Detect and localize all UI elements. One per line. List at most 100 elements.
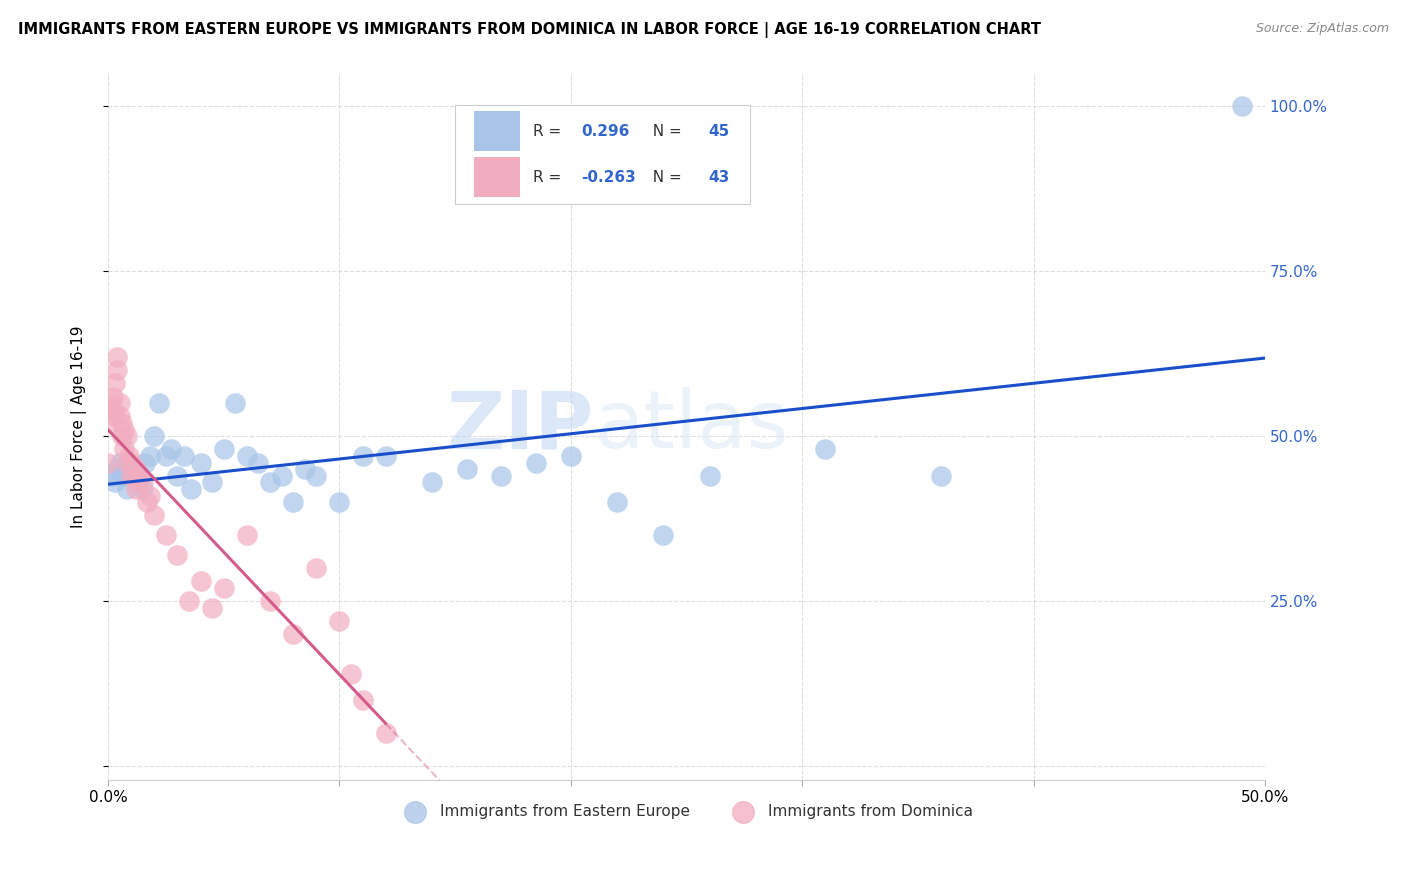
Point xyxy=(129,468,152,483)
Point xyxy=(134,456,156,470)
Point xyxy=(236,449,259,463)
Point xyxy=(1230,99,1253,113)
Point xyxy=(115,456,138,470)
Point xyxy=(652,528,675,542)
Text: R =: R = xyxy=(533,169,565,185)
Point xyxy=(101,402,124,417)
Point xyxy=(155,528,177,542)
Text: N =: N = xyxy=(643,124,686,139)
Point xyxy=(190,574,212,589)
Point xyxy=(112,442,135,457)
Point xyxy=(108,409,131,424)
Legend: Immigrants from Eastern Europe, Immigrants from Dominica: Immigrants from Eastern Europe, Immigran… xyxy=(394,797,979,825)
Text: 45: 45 xyxy=(709,124,730,139)
FancyBboxPatch shape xyxy=(474,112,520,152)
Point xyxy=(115,482,138,496)
Point xyxy=(115,429,138,443)
Point xyxy=(201,601,224,615)
Point xyxy=(270,468,292,483)
Point xyxy=(328,495,350,509)
Point xyxy=(166,468,188,483)
Point xyxy=(236,528,259,542)
Point xyxy=(166,548,188,562)
Point xyxy=(699,468,721,483)
Point xyxy=(328,614,350,628)
Point xyxy=(122,468,145,483)
Point xyxy=(212,581,235,595)
Text: N =: N = xyxy=(643,169,686,185)
Point xyxy=(125,468,148,483)
Point xyxy=(374,726,396,740)
Point xyxy=(136,495,159,509)
Point xyxy=(120,468,142,483)
Point xyxy=(118,449,141,463)
Point xyxy=(111,468,134,483)
Point xyxy=(138,489,160,503)
Point xyxy=(143,429,166,443)
Text: 0.296: 0.296 xyxy=(581,124,630,139)
Point xyxy=(224,396,246,410)
Point xyxy=(148,396,170,410)
Point xyxy=(283,627,305,641)
Point xyxy=(112,423,135,437)
Point xyxy=(138,449,160,463)
Point xyxy=(132,482,155,496)
Point xyxy=(120,456,142,470)
Point xyxy=(100,396,122,410)
Point xyxy=(524,456,547,470)
Text: 43: 43 xyxy=(709,169,730,185)
Point xyxy=(125,482,148,496)
Point xyxy=(305,561,328,575)
Point xyxy=(108,396,131,410)
Point xyxy=(104,376,127,391)
Text: Source: ZipAtlas.com: Source: ZipAtlas.com xyxy=(1256,22,1389,36)
Point xyxy=(294,462,316,476)
Point xyxy=(104,475,127,490)
Point xyxy=(305,468,328,483)
Point xyxy=(105,462,128,476)
Point xyxy=(259,475,281,490)
Point xyxy=(212,442,235,457)
Text: ZIP: ZIP xyxy=(447,387,593,466)
Point xyxy=(111,416,134,430)
Point xyxy=(340,667,363,681)
Point xyxy=(606,495,628,509)
Point xyxy=(190,456,212,470)
Point xyxy=(491,468,513,483)
Point xyxy=(143,508,166,523)
Point xyxy=(104,409,127,424)
Point xyxy=(352,449,374,463)
Point xyxy=(105,363,128,377)
Point xyxy=(100,416,122,430)
Text: R =: R = xyxy=(533,124,565,139)
Point xyxy=(132,475,155,490)
Point xyxy=(173,449,195,463)
Point xyxy=(177,594,200,608)
Point xyxy=(159,442,181,457)
Point xyxy=(374,449,396,463)
Point xyxy=(127,475,149,490)
Point xyxy=(97,456,120,470)
Point xyxy=(283,495,305,509)
Text: IMMIGRANTS FROM EASTERN EUROPE VS IMMIGRANTS FROM DOMINICA IN LABOR FORCE | AGE : IMMIGRANTS FROM EASTERN EUROPE VS IMMIGR… xyxy=(18,22,1042,38)
Point xyxy=(560,449,582,463)
Point xyxy=(929,468,952,483)
Point xyxy=(105,350,128,364)
Point xyxy=(420,475,443,490)
Point xyxy=(120,462,142,476)
Point xyxy=(155,449,177,463)
FancyBboxPatch shape xyxy=(456,104,749,203)
Point xyxy=(125,462,148,476)
Point xyxy=(111,429,134,443)
Point xyxy=(456,462,478,476)
Point xyxy=(127,475,149,490)
Text: atlas: atlas xyxy=(593,387,789,466)
Point xyxy=(101,390,124,404)
Text: -0.263: -0.263 xyxy=(581,169,636,185)
Point xyxy=(101,468,124,483)
Point xyxy=(247,456,270,470)
Point xyxy=(118,468,141,483)
Point xyxy=(108,456,131,470)
Y-axis label: In Labor Force | Age 16-19: In Labor Force | Age 16-19 xyxy=(72,325,87,527)
Point xyxy=(259,594,281,608)
